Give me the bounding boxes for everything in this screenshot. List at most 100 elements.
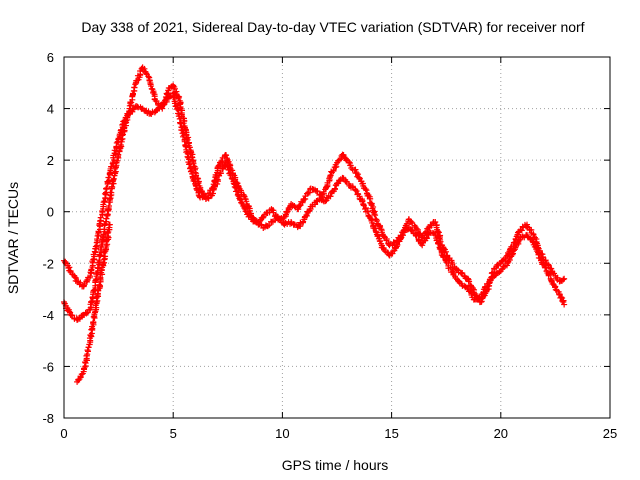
data-marker xyxy=(155,104,162,111)
data-marker xyxy=(432,231,439,238)
data-marker xyxy=(385,251,392,258)
data-marker xyxy=(435,240,442,247)
x-tick-label: 15 xyxy=(384,426,398,441)
data-marker xyxy=(326,175,333,182)
data-marker xyxy=(186,144,193,151)
data-marker xyxy=(409,227,416,234)
data-marker xyxy=(148,83,155,90)
data-marker xyxy=(101,198,108,205)
x-axis-label: GPS time / hours xyxy=(282,457,389,473)
data-marker xyxy=(237,196,244,203)
data-marker xyxy=(131,84,138,91)
data-marker xyxy=(371,211,378,218)
series-track-a xyxy=(61,64,568,324)
data-points xyxy=(61,64,568,385)
data-marker xyxy=(560,276,567,283)
data-marker xyxy=(345,158,352,165)
data-point xyxy=(106,221,113,228)
x-tick-label: 0 xyxy=(60,426,67,441)
data-marker xyxy=(177,120,184,127)
y-tick-label: -8 xyxy=(42,411,54,426)
data-marker xyxy=(242,208,249,215)
series-track-b xyxy=(61,90,568,308)
y-tick-label: -2 xyxy=(42,256,54,271)
data-marker xyxy=(118,127,125,134)
y-tick-label: -4 xyxy=(42,308,54,323)
data-marker xyxy=(241,204,248,211)
y-tick-label: 4 xyxy=(47,102,54,117)
x-tick-label: 5 xyxy=(170,426,177,441)
data-marker xyxy=(304,190,311,197)
x-tick-label: 10 xyxy=(275,426,289,441)
data-marker xyxy=(97,252,104,259)
data-marker xyxy=(529,238,536,245)
data-marker xyxy=(84,347,91,354)
data-marker xyxy=(500,263,507,270)
data-marker xyxy=(120,118,127,125)
data-marker xyxy=(119,121,126,128)
data-marker xyxy=(362,186,369,193)
data-point xyxy=(561,275,568,282)
data-marker xyxy=(380,233,387,240)
data-point xyxy=(196,193,203,200)
data-marker xyxy=(480,289,487,296)
chart-title: Day 338 of 2021, Sidereal Day-to-day VTE… xyxy=(81,19,584,35)
data-marker xyxy=(408,218,415,225)
data-marker xyxy=(88,298,95,305)
series-track-c xyxy=(74,221,113,385)
data-point xyxy=(353,188,360,195)
data-marker xyxy=(234,187,241,194)
data-marker xyxy=(96,282,103,289)
y-axis-label: SDTVAR / TECUs xyxy=(5,182,21,294)
data-marker xyxy=(96,281,103,288)
data-marker xyxy=(259,214,266,221)
data-marker xyxy=(71,274,78,281)
data-marker xyxy=(77,279,84,286)
data-marker xyxy=(83,310,90,317)
data-marker xyxy=(322,198,329,205)
data-marker xyxy=(548,265,555,272)
data-marker xyxy=(364,208,371,215)
data-marker xyxy=(106,177,113,184)
data-marker xyxy=(558,294,565,301)
data-marker xyxy=(413,233,420,240)
data-marker xyxy=(540,260,547,267)
data-marker xyxy=(327,193,334,200)
data-marker xyxy=(175,110,182,117)
data-marker xyxy=(134,77,141,84)
data-marker xyxy=(376,237,383,244)
data-marker xyxy=(464,284,471,291)
data-marker xyxy=(76,315,83,322)
y-tick-label: -6 xyxy=(42,359,54,374)
data-marker xyxy=(449,268,456,275)
data-marker xyxy=(331,185,338,192)
data-marker xyxy=(238,199,245,206)
data-marker xyxy=(399,232,406,239)
data-marker xyxy=(515,237,522,244)
data-marker xyxy=(128,99,135,106)
data-marker xyxy=(104,230,111,237)
data-marker xyxy=(134,103,141,110)
data-marker xyxy=(403,220,410,227)
data-marker xyxy=(234,191,241,198)
data-marker xyxy=(223,152,230,159)
data-marker xyxy=(330,167,337,174)
y-tick-label: 0 xyxy=(47,205,54,220)
data-marker xyxy=(85,344,92,351)
plot-frame xyxy=(63,56,611,419)
y-tick-label: 6 xyxy=(47,50,54,65)
data-marker xyxy=(545,272,552,279)
data-marker xyxy=(177,104,184,111)
data-marker xyxy=(374,232,381,239)
data-marker xyxy=(192,169,199,176)
data-marker xyxy=(66,308,73,315)
data-marker xyxy=(145,73,152,80)
data-point xyxy=(561,301,568,308)
data-marker xyxy=(434,228,441,235)
data-marker xyxy=(217,170,224,177)
y-tick-label: 2 xyxy=(47,153,54,168)
data-marker xyxy=(485,280,492,287)
data-marker xyxy=(394,241,401,248)
x-tick-label: 20 xyxy=(494,426,508,441)
data-marker xyxy=(227,172,234,179)
